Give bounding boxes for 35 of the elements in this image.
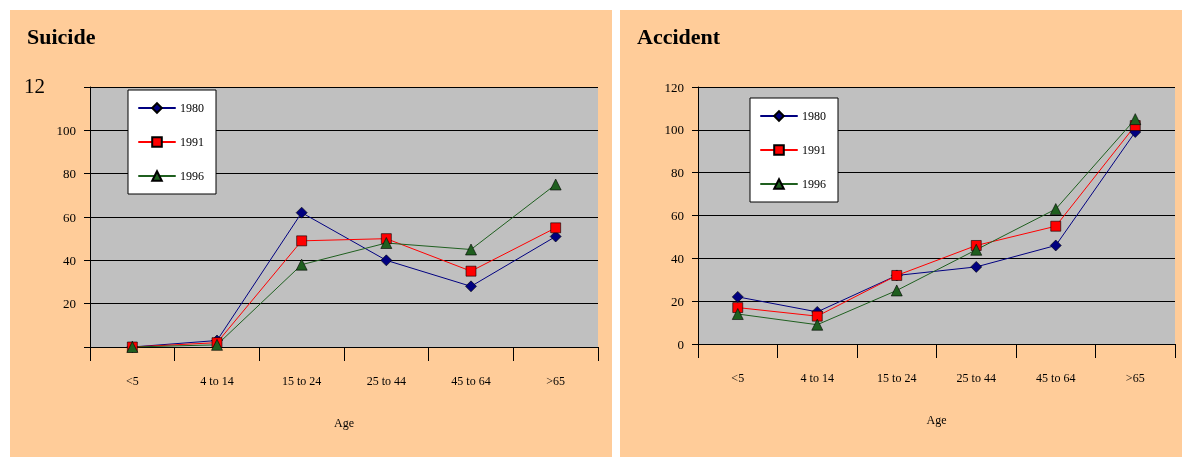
x-tick-label: 15 to 24: [281, 374, 322, 388]
x-axis-title: Age: [334, 416, 354, 430]
x-tick-label: 4 to 14: [200, 374, 234, 388]
x-tick-label: 4 to 14: [800, 371, 834, 385]
y-tick-label: 40: [671, 250, 684, 266]
x-axis-title: Age: [926, 413, 947, 427]
chart-title: Accident: [637, 23, 721, 49]
x-tick-label: <5: [125, 374, 139, 388]
x-tick-label: 25 to 44: [366, 374, 407, 388]
x-tick-label: 45 to 64: [1036, 371, 1076, 385]
x-tick-label: >65: [1125, 371, 1145, 385]
y-tick-label: 40: [63, 252, 76, 268]
legend-label: 1980: [180, 101, 204, 115]
legend-label: 1991: [802, 143, 826, 157]
y-tick-label: 0: [677, 336, 684, 352]
y-tick-label: 20: [671, 293, 684, 309]
x-tick-label: 15 to 24: [877, 371, 917, 385]
y-tick-label: 100: [56, 122, 76, 138]
y-tick-label: 80: [63, 166, 76, 182]
x-tick-label: >65: [546, 374, 566, 388]
legend-label: 1980: [802, 109, 826, 123]
y-tick-label: 60: [63, 209, 76, 225]
chart-title: Suicide: [27, 23, 96, 49]
legend-label: 1991: [180, 135, 204, 149]
legend-label: 1996: [802, 177, 826, 191]
y-tick-label: 120: [664, 79, 684, 95]
y-tick-label: 60: [671, 208, 684, 223]
y-tick-label: 20: [63, 296, 76, 312]
y-tick-label: 80: [671, 165, 684, 181]
x-tick-label: <5: [731, 371, 745, 385]
legend-label: 1996: [180, 169, 204, 183]
x-tick-label: 45 to 64: [451, 374, 491, 388]
text: 12: [24, 73, 45, 98]
y-tick-label: 100: [664, 122, 684, 138]
x-tick-label: 25 to 44: [956, 371, 996, 385]
